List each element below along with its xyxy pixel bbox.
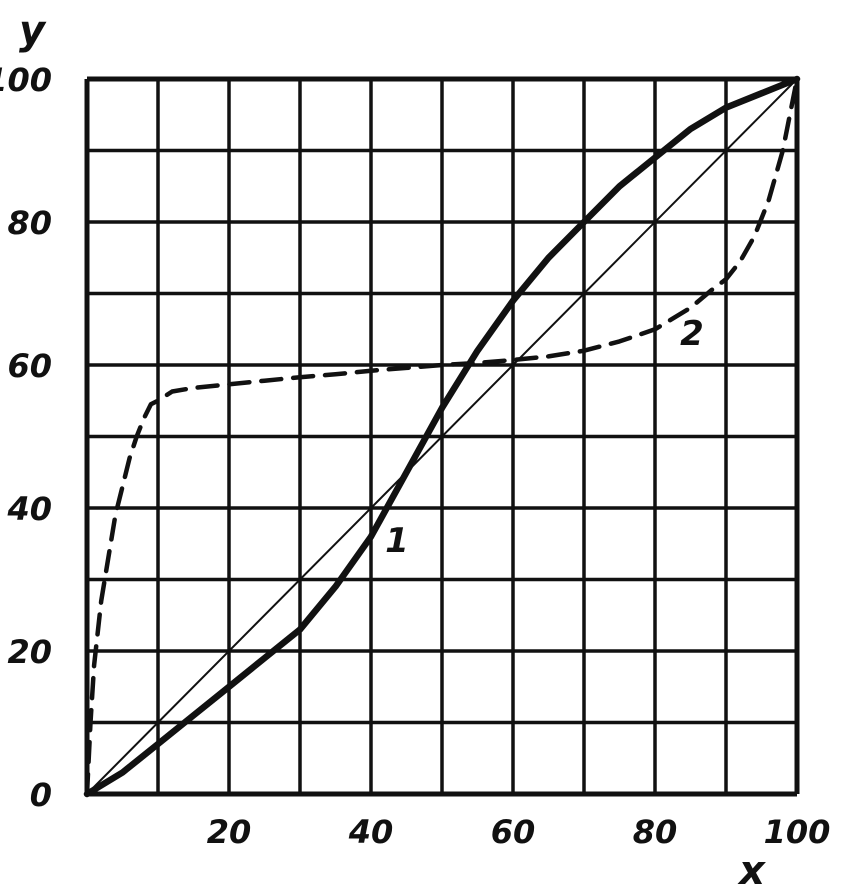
series-1-line bbox=[83, 75, 801, 798]
x-tick-label: 80 bbox=[633, 813, 678, 851]
series-labels: 12 bbox=[385, 314, 704, 561]
y-tick-label: 40 bbox=[6, 490, 52, 528]
x-tick-label: 40 bbox=[348, 813, 394, 851]
diagonal-line bbox=[86, 78, 798, 795]
y-axis-label: y bbox=[19, 8, 47, 54]
x-tick-label: 100 bbox=[764, 813, 831, 851]
x-tick-label: 20 bbox=[207, 813, 252, 851]
y-tick-label: 0 bbox=[30, 776, 52, 814]
series-1-label: 1 bbox=[385, 521, 409, 561]
series-2-line bbox=[84, 76, 800, 797]
series-2-label: 2 bbox=[680, 314, 704, 354]
y-tick-label: 60 bbox=[7, 347, 52, 385]
y-tick-label: 100 bbox=[0, 61, 52, 99]
tick-labels: 20 40 60 80 100 0 20 40 60 80 100 bbox=[0, 61, 830, 851]
x-axis-label: x bbox=[737, 848, 766, 890]
y-tick-label: 80 bbox=[7, 204, 52, 242]
x-tick-label: 60 bbox=[491, 813, 536, 851]
series-group bbox=[83, 75, 801, 798]
y-tick-label: 20 bbox=[7, 633, 52, 671]
